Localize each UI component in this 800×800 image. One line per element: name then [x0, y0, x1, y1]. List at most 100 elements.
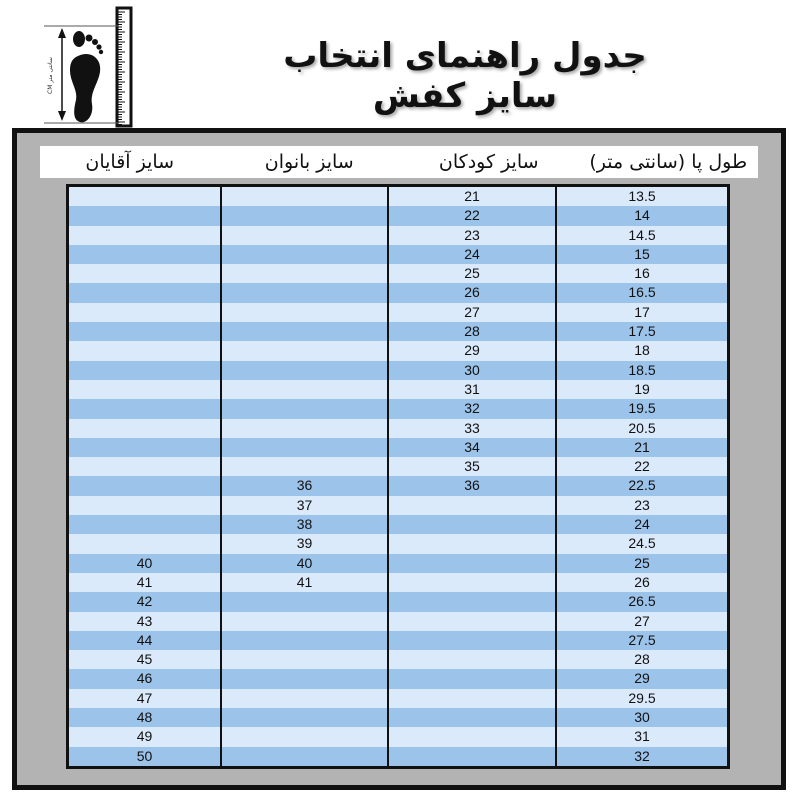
table-row: 42 26.5: [69, 592, 727, 612]
cell-foot-length: 18.5: [628, 361, 656, 378]
cell-men-size: [69, 360, 222, 380]
cell-men-size: [69, 302, 222, 323]
cell-foot-length: 27: [634, 612, 650, 629]
table-row: 36 36 22.5: [69, 476, 727, 496]
cell-men-size: [69, 244, 222, 265]
cell-men-size: [69, 515, 222, 535]
table-row: 43 27: [69, 611, 727, 631]
cell-men-size: [69, 534, 222, 554]
cell-foot-length: 13.5: [628, 188, 656, 204]
table-row: 35 22: [69, 457, 727, 477]
cell-women-size: [222, 244, 389, 265]
table-row: 25 16: [69, 264, 727, 284]
cell-women-size: [222, 206, 389, 226]
foot-ruler-logo: CM سانتی متر: [28, 6, 138, 128]
cell-foot-length: 14.5: [628, 226, 656, 243]
cell-kids-size: 30: [389, 360, 557, 380]
cell-men-size: [69, 206, 222, 226]
table-row: 46 29: [69, 669, 727, 689]
cell-men-size: 43: [69, 611, 222, 631]
table-row: 21 13.5: [69, 187, 727, 207]
cell-men-size: [69, 379, 222, 400]
cell-women-size: [222, 727, 389, 747]
table-row: 22 14: [69, 206, 727, 226]
cell-women-size: [222, 302, 389, 323]
cell-men-size: [69, 476, 222, 496]
cell-men-size: 46: [69, 669, 222, 689]
cell-foot-length: 21: [634, 438, 650, 455]
cell-foot-length: 16: [634, 265, 650, 282]
cell-foot-length: 18: [634, 342, 650, 359]
cell-foot-length: 30: [634, 709, 650, 726]
cell-kids-size: [389, 515, 557, 535]
size-chart-frame: سایز آقایان سایز بانوان سایز کودکان طول …: [12, 128, 786, 790]
cell-men-size: 49: [69, 727, 222, 747]
cell-kids-size: 22: [389, 206, 557, 226]
header-men-size: سایز آقایان: [85, 151, 175, 173]
cell-women-size: [222, 187, 389, 207]
cell-kids-size: 26: [389, 283, 557, 303]
cell-women-size: 39: [222, 534, 389, 554]
cell-kids-size: [389, 630, 557, 651]
cell-foot-length: 26.5: [628, 593, 656, 610]
table-row: 30 18.5: [69, 360, 727, 380]
table-row: 28 17.5: [69, 322, 727, 342]
cell-men-size: [69, 341, 222, 361]
cell-kids-size: [389, 572, 557, 593]
cell-women-size: [222, 708, 389, 728]
cell-foot-length: 22: [634, 458, 650, 475]
cell-women-size: [222, 341, 389, 361]
size-table: 21 13.5 22 14 23 14.5 24 15 25 16 26 16.5 27 17 28 17.5…: [66, 184, 730, 769]
table-row: 23 14.5: [69, 225, 727, 245]
table-row: 48 30: [69, 708, 727, 728]
cell-kids-size: [389, 708, 557, 728]
foot-ruler-icon: CM سانتی متر: [44, 6, 133, 128]
cell-kids-size: [389, 650, 557, 670]
cell-women-size: [222, 379, 389, 400]
cell-men-size: [69, 418, 222, 438]
cell-women-size: [222, 418, 389, 438]
cell-women-size: [222, 650, 389, 670]
cell-foot-length: 29: [634, 670, 650, 687]
cell-foot-length: 20.5: [628, 419, 656, 436]
cell-foot-length: 17.5: [628, 323, 656, 340]
cell-men-size: 44: [69, 630, 222, 651]
cell-men-size: [69, 322, 222, 342]
table-header: سایز آقایان سایز بانوان سایز کودکان طول …: [40, 146, 758, 178]
cell-foot-length: 31: [634, 728, 650, 745]
cell-men-size: [69, 457, 222, 477]
table-row: 41 41 26: [69, 572, 727, 593]
cell-foot-length: 15: [634, 245, 650, 262]
cell-kids-size: 21: [389, 187, 557, 207]
table-row: 50 32: [69, 746, 727, 766]
cell-foot-length: 14: [634, 207, 650, 224]
cell-kids-size: [389, 746, 557, 766]
cell-kids-size: 27: [389, 302, 557, 323]
cell-men-size: 40: [69, 553, 222, 573]
cell-women-size: 37: [222, 495, 389, 516]
cell-kids-size: 34: [389, 437, 557, 458]
cell-foot-length: 19: [634, 380, 650, 397]
cell-women-size: [222, 437, 389, 458]
cell-kids-size: 33: [389, 418, 557, 438]
logo-label: CM سانتی متر: [47, 57, 54, 94]
cell-foot-length: 19.5: [628, 400, 656, 417]
cell-kids-size: 25: [389, 264, 557, 284]
table-row: 26 16.5: [69, 283, 727, 303]
cell-women-size: 38: [222, 515, 389, 535]
cell-kids-size: [389, 611, 557, 631]
cell-foot-length: 26: [634, 573, 650, 590]
table-row: 31 19: [69, 379, 727, 400]
table-row: 32 19.5: [69, 399, 727, 419]
cell-women-size: [222, 688, 389, 709]
table-row: 45 28: [69, 650, 727, 670]
cell-kids-size: [389, 553, 557, 573]
cell-men-size: [69, 399, 222, 419]
cell-women-size: [222, 592, 389, 612]
cell-kids-size: 36: [389, 476, 557, 496]
cell-women-size: [222, 611, 389, 631]
cell-women-size: [222, 283, 389, 303]
page-title: جدول راهنمای انتخاب سایز کفش: [283, 36, 647, 116]
cell-women-size: [222, 746, 389, 766]
table-row: 33 20.5: [69, 418, 727, 438]
